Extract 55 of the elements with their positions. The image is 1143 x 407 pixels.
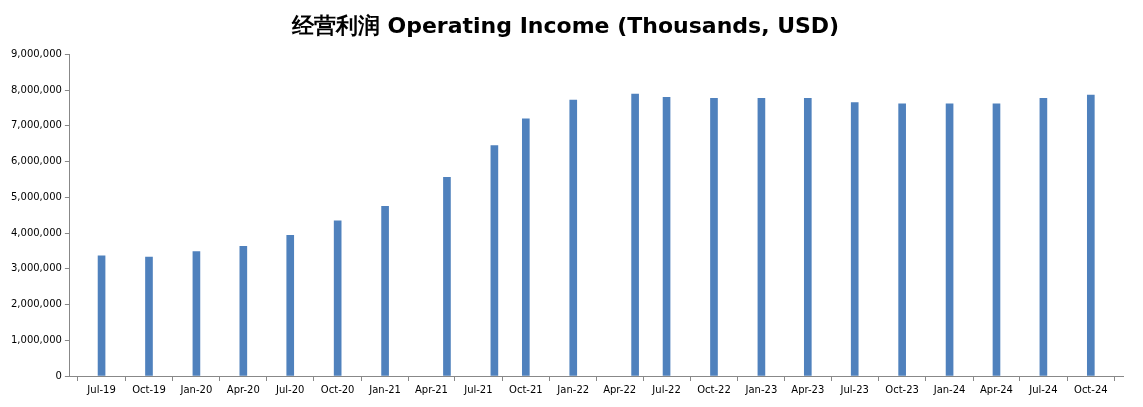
bar bbox=[631, 93, 639, 376]
bar bbox=[97, 255, 106, 376]
bar bbox=[945, 103, 954, 376]
x-tick-label: Jul-24 bbox=[1028, 383, 1058, 395]
x-tick-label: Apr-21 bbox=[414, 383, 448, 395]
y-tick-label: 6,000,000 bbox=[10, 155, 62, 167]
x-tick-label: Oct-23 bbox=[885, 383, 919, 395]
bar bbox=[490, 145, 499, 376]
x-tick-label: Oct-20 bbox=[320, 383, 355, 395]
y-tick-label: 5,000,000 bbox=[10, 190, 62, 202]
bar bbox=[381, 205, 389, 376]
bar bbox=[239, 245, 248, 376]
x-tick-label: Apr-23 bbox=[791, 383, 825, 395]
bar bbox=[443, 176, 451, 376]
y-tick-label: 8,000,000 bbox=[10, 83, 62, 95]
x-tick-label: Jan-23 bbox=[744, 383, 778, 395]
y-tick-label: 9,000,000 bbox=[10, 47, 62, 59]
x-tick-label: Jan-21 bbox=[368, 383, 401, 395]
x-tick-label: Jan-20 bbox=[179, 383, 213, 395]
x-tick-label: Oct-19 bbox=[132, 383, 166, 395]
bar bbox=[1086, 94, 1095, 376]
x-tick-label: Oct-22 bbox=[697, 383, 731, 395]
bar bbox=[521, 118, 530, 376]
x-tick-label: Apr-22 bbox=[603, 383, 637, 395]
chart-title: 经营利润 Operating Income (Thousands, USD) bbox=[290, 12, 840, 38]
x-tick-label: Apr-20 bbox=[226, 383, 260, 395]
y-tick-label: 1,000,000 bbox=[10, 333, 62, 345]
bar bbox=[992, 103, 1001, 376]
y-tick-label: 0 bbox=[55, 369, 62, 381]
x-tick-label: Jul-20 bbox=[275, 383, 305, 395]
bar bbox=[192, 251, 201, 376]
x-tick-label: Jul-19 bbox=[86, 383, 116, 395]
y-tick-label: 7,000,000 bbox=[10, 119, 62, 131]
bar bbox=[850, 102, 859, 376]
x-tick-label: Jul-21 bbox=[463, 383, 493, 395]
x-tick-label: Jan-24 bbox=[932, 383, 966, 395]
x-tick-label: Jul-23 bbox=[839, 383, 869, 395]
x-tick-label: Oct-21 bbox=[509, 383, 543, 395]
bar bbox=[286, 234, 295, 376]
y-tick-label: 2,000,000 bbox=[10, 298, 62, 310]
x-tick-label: Oct-24 bbox=[1074, 383, 1108, 395]
x-tick-label: Jul-22 bbox=[651, 383, 681, 395]
bar bbox=[898, 103, 906, 376]
bar bbox=[757, 98, 766, 376]
bar bbox=[145, 256, 153, 376]
bar bbox=[710, 98, 718, 376]
x-tick-label: Apr-24 bbox=[979, 383, 1013, 395]
bar bbox=[1039, 98, 1048, 376]
x-tick-label: Jan-22 bbox=[556, 383, 590, 395]
bar bbox=[569, 99, 578, 376]
bar bbox=[803, 98, 812, 376]
y-tick-label: 3,000,000 bbox=[10, 262, 62, 274]
bar bbox=[662, 96, 671, 376]
y-tick-label: 4,000,000 bbox=[10, 226, 62, 238]
bar bbox=[333, 220, 342, 376]
